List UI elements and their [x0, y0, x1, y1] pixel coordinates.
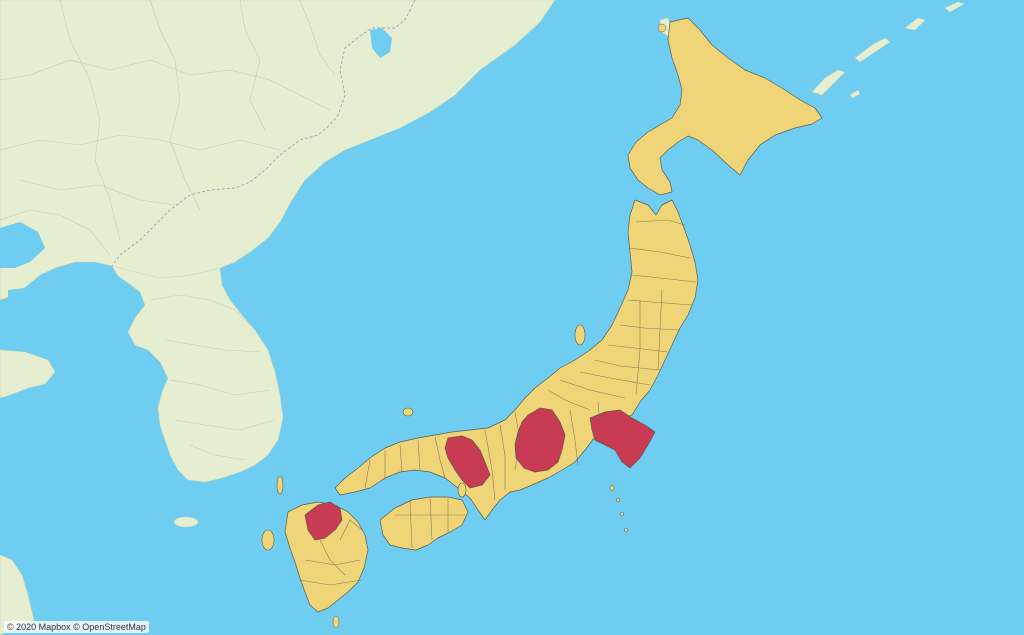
bay — [0, 222, 45, 268]
izu-island-4[interactable] — [624, 527, 628, 533]
bay-inlet — [8, 288, 32, 306]
prefecture-shikoku[interactable] — [379, 496, 469, 551]
tsushima-island[interactable] — [276, 475, 284, 495]
awaji-island[interactable] — [457, 482, 467, 498]
izu-island-3[interactable] — [620, 511, 624, 517]
admin-borders — [0, 0, 336, 461]
prefecture-hokkaido[interactable] — [627, 17, 823, 196]
prefecture-tokyo-area[interactable] — [589, 409, 656, 469]
izu-island-2[interactable] — [616, 497, 620, 503]
oki-islands[interactable] — [402, 407, 414, 417]
korean-peninsula — [111, 265, 284, 483]
sado-island[interactable] — [574, 324, 586, 346]
prefecture-fukuoka-area[interactable] — [304, 501, 343, 541]
country-border — [111, 0, 416, 267]
izu-island-1[interactable] — [609, 485, 615, 491]
kuril-islands — [811, 1, 965, 99]
lake — [370, 28, 392, 58]
map-attribution[interactable]: © 2020 Mapbox © OpenStreetMap — [4, 621, 149, 633]
prefecture-osaka-area[interactable] — [444, 435, 491, 489]
prefecture-aichi-area[interactable] — [514, 407, 566, 473]
mainland-southwest-bottom — [0, 554, 35, 635]
prefecture-boundaries — [299, 219, 697, 586]
mainland-southwest — [0, 349, 56, 399]
rishiri-island[interactable] — [657, 23, 667, 33]
mainland-asia — [0, 0, 556, 301]
tanegashima-island[interactable] — [332, 615, 340, 629]
goto-islands[interactable] — [261, 529, 275, 551]
jeju-island — [173, 516, 199, 528]
